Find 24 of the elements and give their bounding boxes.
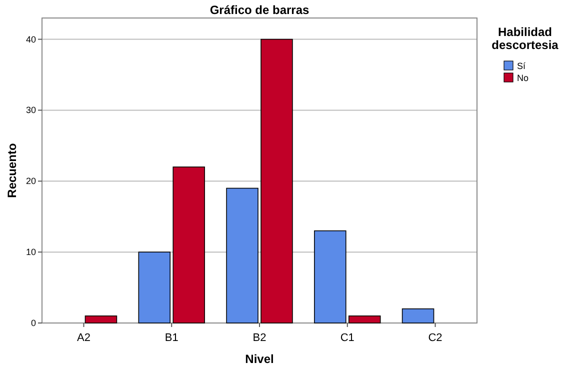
- y-tick-label: 20: [26, 176, 36, 186]
- bar: [226, 188, 258, 324]
- bar: [314, 230, 346, 324]
- bar: [138, 252, 171, 324]
- x-tick-label: B2: [252, 332, 266, 344]
- x-tick-label: A2: [77, 332, 90, 344]
- bar: [402, 308, 434, 324]
- bar: [172, 166, 205, 324]
- x-axis-title: Nivel: [245, 352, 274, 366]
- chart-title: Gráfico de barras: [210, 3, 310, 17]
- x-tick-label: C2: [428, 332, 442, 344]
- x-tick-label: C1: [340, 332, 354, 344]
- y-tick-label: 0: [30, 318, 36, 328]
- y-axis-title: Recuento: [5, 143, 19, 198]
- bar: [260, 38, 293, 324]
- y-tick-label: 40: [26, 34, 36, 44]
- bar: [84, 316, 118, 324]
- legend-label: No: [517, 73, 529, 83]
- y-tick-label: 30: [26, 105, 36, 116]
- bar: [348, 316, 381, 324]
- legend-label: Sí: [517, 61, 526, 71]
- legend-title: Habilidad descortesia: [492, 25, 559, 52]
- x-tick-label: B1: [164, 332, 178, 344]
- y-tick-label: 10: [26, 247, 36, 258]
